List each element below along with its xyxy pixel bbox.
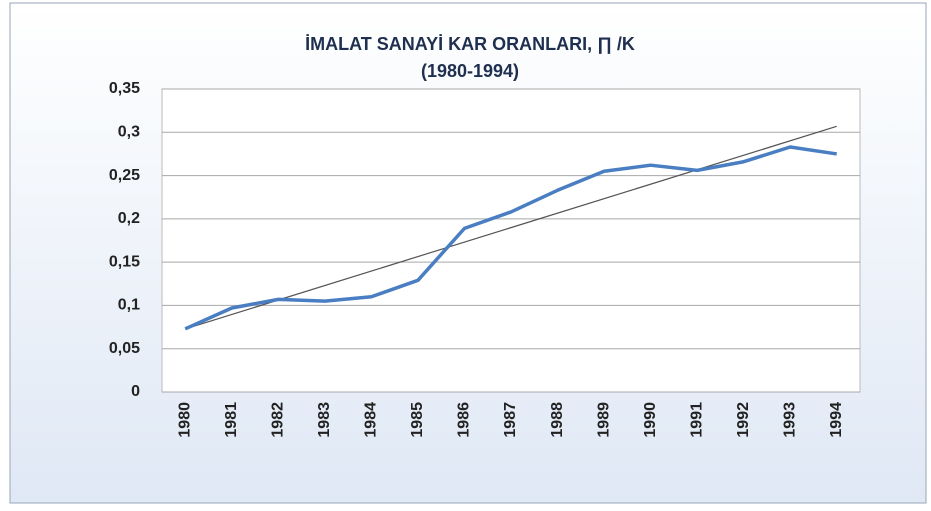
x-tick-label: 1981 [223,402,240,438]
x-tick-label: 1994 [828,402,845,438]
y-tick-label: 0,05 [109,340,140,357]
x-tick-label: 1986 [456,402,473,438]
x-tick-label: 1991 [688,402,705,438]
x-tick-label: 1983 [316,402,333,438]
x-tick-label: 1989 [595,402,612,438]
x-tick-label: 1980 [176,402,193,438]
x-tick-label: 1992 [735,402,752,438]
x-tick-label: 1985 [409,402,426,438]
x-tick-label: 1982 [270,402,287,438]
y-tick-label: 0,1 [118,297,140,314]
data-line [184,145,837,331]
trendline [185,125,837,330]
y-tick-label: 0,3 [118,124,140,141]
y-tick-label: 0 [131,383,140,400]
plot-area [161,88,861,393]
y-tick-label: 0,2 [118,210,140,227]
y-tick-label: 0,25 [109,167,140,184]
x-tick-label: 1987 [502,402,519,438]
y-tick-label: 0,15 [109,253,140,270]
x-tick-label: 1990 [642,402,659,438]
chart-title: İMALAT SANAYİ KAR ORANLARI, ∏ /K [305,34,635,55]
x-tick-label: 1993 [781,402,798,438]
x-tick-label: 1984 [363,402,380,438]
y-tick-label: 0,35 [109,80,140,97]
x-tick-label: 1988 [549,402,566,438]
chart-subtitle: (1980-1994) [421,61,519,81]
